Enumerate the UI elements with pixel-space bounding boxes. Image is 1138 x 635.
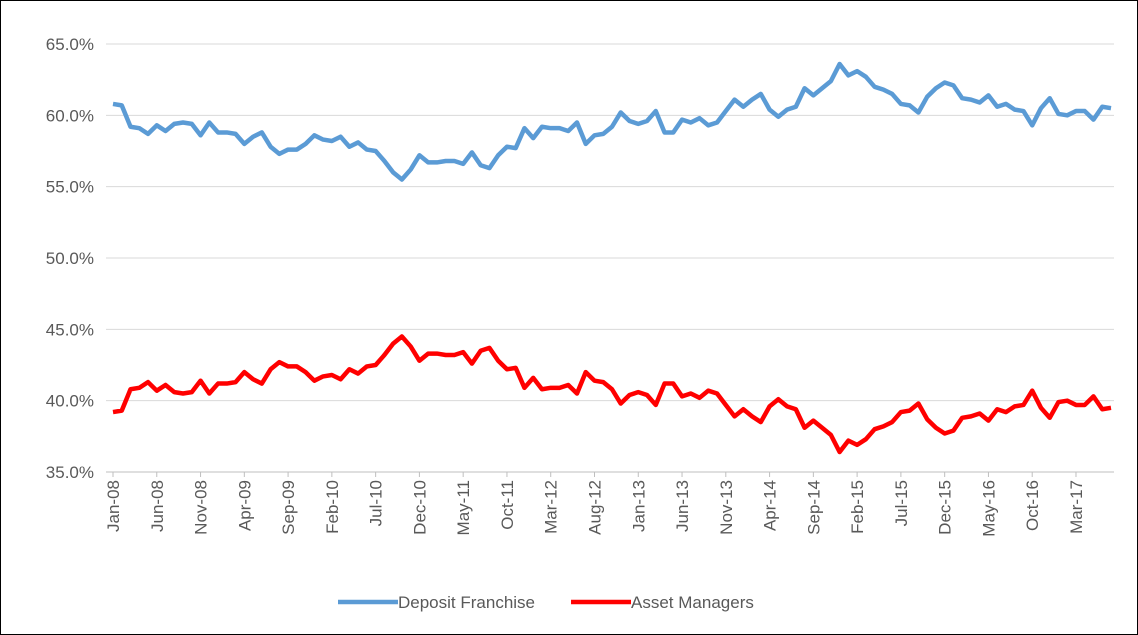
x-tick-label: Aug-12 <box>585 480 604 535</box>
x-tick-label: Oct-16 <box>1023 480 1042 531</box>
y-tick-label: 40.0% <box>46 392 94 411</box>
x-tick-label: May-16 <box>979 480 998 537</box>
y-tick-label: 45.0% <box>46 320 94 339</box>
x-tick-label: Nov-08 <box>192 480 211 535</box>
x-tick-label: Sep-09 <box>279 480 298 535</box>
legend-label: Deposit Franchise <box>398 593 535 612</box>
x-tick-label: Jul-10 <box>367 480 386 526</box>
x-tick-label: Apr-09 <box>235 480 254 531</box>
x-tick-label: Jan-13 <box>629 480 648 532</box>
y-tick-label: 60.0% <box>46 106 94 125</box>
legend-label: Asset Managers <box>631 593 754 612</box>
y-tick-label: 65.0% <box>46 35 94 54</box>
x-tick-label: Feb-10 <box>323 480 342 534</box>
y-tick-label: 50.0% <box>46 249 94 268</box>
x-tick-label: Apr-14 <box>761 480 780 531</box>
series-line <box>112 334 1112 455</box>
x-tick-label: Dec-15 <box>936 480 955 535</box>
x-tick-label: Feb-15 <box>848 480 867 534</box>
series-line <box>112 61 1112 182</box>
y-tick-label: 55.0% <box>46 178 94 197</box>
y-tick-label: 35.0% <box>46 463 94 482</box>
x-tick-label: Nov-13 <box>717 480 736 535</box>
x-tick-label: Mar-17 <box>1067 480 1086 534</box>
x-tick-label: May-11 <box>454 480 473 535</box>
x-tick-label: Dec-10 <box>410 480 429 535</box>
x-tick-label: Jun-13 <box>673 480 692 532</box>
x-tick-label: Jun-08 <box>148 480 167 532</box>
x-tick-label: Jan-08 <box>104 480 123 532</box>
x-tick-label: Jul-15 <box>892 480 911 526</box>
x-tick-label: Sep-14 <box>804 480 823 535</box>
x-tick-label: Oct-11 <box>498 480 517 530</box>
x-tick-label: Mar-12 <box>542 480 561 534</box>
